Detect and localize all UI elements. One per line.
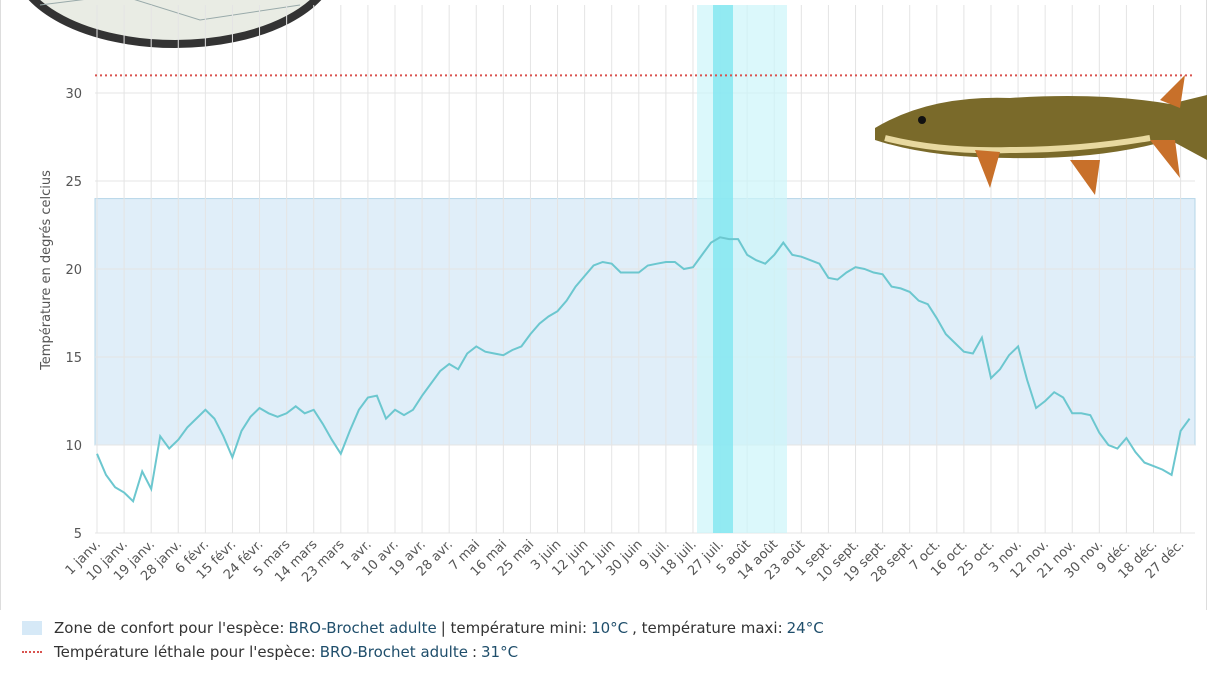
legend-comfort: Zone de confort pour l'espèce: BRO-Broche… <box>22 619 828 637</box>
legend-text: Température léthale pour l'espèce: <box>54 643 316 661</box>
y-tick-label: 30 <box>65 87 82 102</box>
legend-text: BRO-Brochet adulte <box>319 643 468 661</box>
map-inset <box>28 0 322 48</box>
chart: Température en degrés celcius 1 janv.10 … <box>0 0 1207 610</box>
period-highlight <box>713 5 733 533</box>
legend-text: 31°C <box>481 643 519 661</box>
legend-text: BRO-Brochet adulte <box>288 619 437 637</box>
period-highlight <box>697 5 787 533</box>
y-tick-label: 10 <box>65 439 82 454</box>
legend-lethal: Température léthale pour l'espèce: BRO-Br… <box>22 643 522 661</box>
legend-swatch <box>22 651 42 653</box>
y-tick-label: 25 <box>65 175 82 190</box>
legend-text: 24°C <box>786 619 824 637</box>
legend-text: : <box>471 643 477 661</box>
temperature-line <box>96 236 1191 504</box>
legend-text: | température mini: <box>440 619 588 637</box>
pike-image <box>875 75 1207 195</box>
legend-swatch <box>22 621 42 635</box>
y-tick-label: 5 <box>74 527 82 542</box>
legend-text: , température maxi: <box>632 619 783 637</box>
legend-text: 10°C <box>591 619 629 637</box>
y-tick-label: 20 <box>65 263 82 278</box>
comfort-zone <box>94 198 1196 446</box>
legend-text: Zone de confort pour l'espèce: <box>54 619 285 637</box>
y-tick-label: 15 <box>65 351 82 366</box>
y-axis-title: Température en degrés celcius <box>39 170 54 371</box>
